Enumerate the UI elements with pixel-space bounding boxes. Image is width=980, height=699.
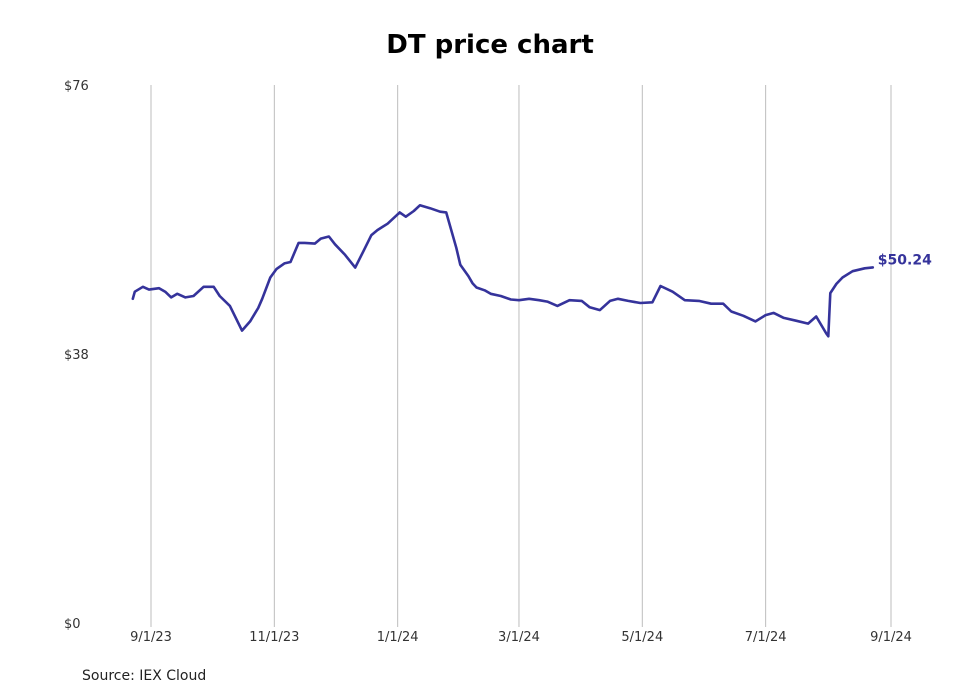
y-tick-label: $0 xyxy=(64,617,81,632)
x-tick-label: 3/1/24 xyxy=(498,630,540,645)
x-tick-label: 9/1/23 xyxy=(130,630,172,645)
grid-lines xyxy=(150,85,892,627)
x-tick-label: 1/1/24 xyxy=(377,630,419,645)
last-price-label: $50.24 xyxy=(878,252,932,268)
price-series-line xyxy=(131,204,875,338)
source-note: Source: IEX Cloud xyxy=(82,668,207,684)
x-tick-label: 9/1/24 xyxy=(870,630,912,645)
x-tick-label: 5/1/24 xyxy=(621,630,663,645)
x-tick-label: 11/1/23 xyxy=(249,630,299,645)
y-tick-label: $76 xyxy=(64,79,89,94)
x-tick-label: 7/1/24 xyxy=(745,630,787,645)
y-axis-ticks: $76 $38 $0 xyxy=(64,79,89,632)
chart-title: DT price chart xyxy=(386,30,594,60)
y-tick-label: $38 xyxy=(64,348,89,363)
x-axis-ticks: 9/1/23 11/1/23 1/1/24 3/1/24 5/1/24 7/1/24 9/1… xyxy=(130,630,912,645)
